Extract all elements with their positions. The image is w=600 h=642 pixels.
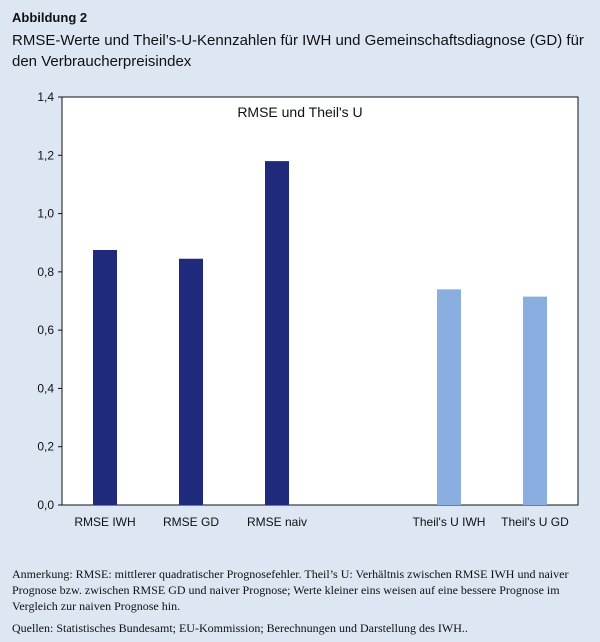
figure-title: RMSE-Werte und Theil’s-U-Kennzahlen für … — [12, 32, 584, 70]
x-tick-label: Theil's U IWH — [413, 515, 486, 529]
x-tick-label: RMSE naiv — [247, 515, 307, 529]
y-axis: 0,0 0,2 0,4 0,6 0,8 1,0 1,2 1,4 — [37, 90, 62, 512]
figure-label: Abbildung 2 — [12, 10, 88, 25]
bar — [265, 161, 289, 505]
y-tick-label: 0,2 — [37, 440, 54, 454]
bar — [437, 289, 461, 505]
plot-area — [61, 96, 579, 506]
bar — [523, 296, 547, 505]
y-tick-label: 0,0 — [37, 498, 54, 512]
y-tick-label: 1,4 — [37, 90, 54, 104]
y-tick-label: 0,8 — [37, 265, 54, 279]
chart-title: RMSE und Theil's U — [237, 104, 362, 120]
y-tick-label: 1,0 — [37, 207, 54, 221]
x-tick-label: Theil's U GD — [501, 515, 569, 529]
x-axis: RMSE IWH RMSE GD RMSE naiv Theil's U IWH The… — [74, 515, 569, 529]
y-tick-label: 0,4 — [37, 381, 54, 395]
bar-chart: RMSE und Theil's U 0,0 0,2 0,4 0,6 0,8 1,0 1,2… — [37, 90, 579, 529]
x-tick-label: RMSE GD — [163, 515, 219, 529]
chart-source: Quellen: Statistisches Bundesamt; EU-Kom… — [12, 621, 468, 635]
chart-annotation: Anmerkung: RMSE: mittlerer quadratischer… — [12, 567, 569, 613]
bar — [93, 250, 117, 505]
x-tick-label: RMSE IWH — [74, 515, 135, 529]
bars — [93, 161, 547, 505]
y-tick-label: 1,2 — [37, 148, 54, 162]
bar — [179, 258, 203, 505]
y-tick-label: 0,6 — [37, 323, 54, 337]
